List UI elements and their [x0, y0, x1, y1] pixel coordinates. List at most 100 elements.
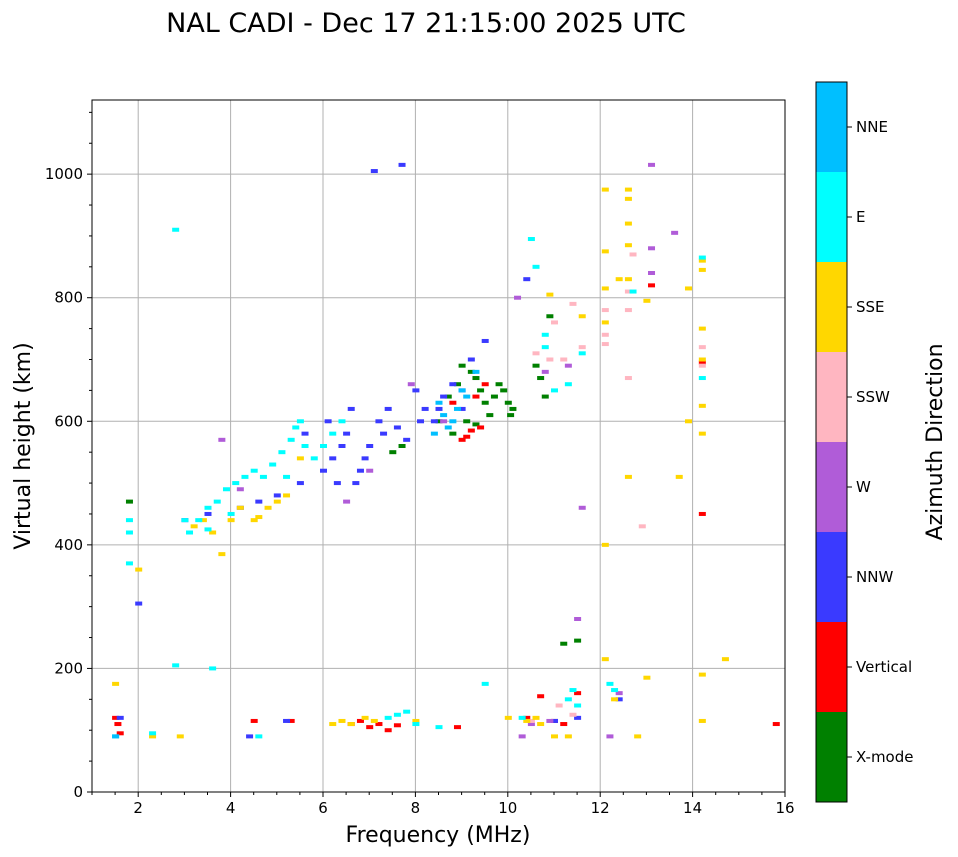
grid	[92, 100, 785, 792]
data-point	[518, 715, 526, 720]
data-point	[125, 499, 133, 504]
data-point	[375, 722, 383, 727]
data-point	[440, 413, 448, 418]
data-point	[648, 246, 656, 251]
data-point	[527, 718, 535, 723]
data-point	[624, 277, 632, 282]
data-point	[209, 530, 217, 535]
data-point	[356, 468, 364, 473]
data-point	[601, 657, 609, 662]
data-point	[361, 456, 369, 461]
data-point	[551, 388, 558, 393]
data-point	[467, 369, 475, 374]
data-point	[366, 444, 374, 448]
colorbar-tick-label: NNW	[856, 568, 893, 586]
data-point	[375, 419, 383, 424]
data-point	[412, 722, 420, 727]
chart-title: NAL CADI - Dec 17 21:15:00 2025 UTC	[166, 8, 686, 39]
data-point	[541, 345, 549, 350]
x-axis-label: Frequency (MHz)	[346, 823, 531, 848]
data-point	[449, 419, 457, 424]
data-point	[578, 345, 586, 350]
data-point	[564, 734, 572, 739]
data-point	[440, 394, 448, 399]
data-point	[435, 400, 443, 405]
data-point	[222, 487, 230, 492]
data-point	[218, 552, 226, 557]
colorbar-tick-label: X-mode	[856, 748, 913, 766]
data-point	[601, 187, 609, 192]
data-point	[601, 249, 609, 254]
data-point	[578, 314, 586, 319]
data-point	[412, 388, 420, 393]
data-point	[638, 524, 646, 529]
data-point	[393, 712, 401, 717]
data-point	[569, 301, 577, 306]
data-point	[560, 357, 568, 362]
data-point	[551, 320, 558, 325]
data-point	[500, 388, 508, 393]
data-point	[125, 518, 133, 523]
data-point	[698, 376, 706, 381]
data-point	[624, 196, 632, 201]
data-point	[546, 314, 554, 319]
data-point	[172, 663, 180, 668]
data-point	[537, 376, 545, 381]
data-point	[255, 734, 263, 739]
data-point	[384, 728, 392, 733]
x-tick-label: 12	[591, 799, 610, 817]
data-point	[380, 431, 388, 436]
data-point	[472, 369, 480, 374]
data-point	[615, 277, 623, 282]
data-point	[458, 363, 466, 368]
data-point	[135, 567, 143, 572]
x-tick-label: 2	[133, 799, 143, 817]
data-point	[495, 382, 503, 387]
data-point	[329, 431, 337, 436]
data-point	[430, 431, 438, 436]
data-point	[507, 413, 515, 418]
y-tick-label: 600	[54, 412, 83, 430]
data-point	[283, 493, 291, 498]
data-point	[125, 530, 133, 535]
data-point	[236, 505, 244, 510]
data-point	[181, 518, 189, 523]
data-point	[114, 722, 122, 727]
data-point	[624, 376, 632, 381]
data-point	[643, 675, 651, 680]
data-point	[389, 450, 397, 455]
data-point	[698, 718, 706, 723]
x-tick-label: 16	[775, 799, 794, 817]
data-point	[698, 360, 706, 365]
data-point	[195, 518, 203, 523]
data-point	[421, 406, 429, 411]
data-point	[296, 481, 304, 486]
colorbar-segment	[816, 262, 847, 352]
data-point	[698, 326, 706, 331]
data-point	[467, 357, 475, 362]
colorbar-label: Azimuth Direction	[923, 343, 948, 540]
data-point	[509, 406, 517, 411]
data-point	[698, 345, 706, 350]
data-point	[629, 252, 637, 257]
data-point	[486, 413, 494, 418]
data-point	[278, 450, 286, 455]
x-tick-label: 14	[683, 799, 702, 817]
data-point	[467, 428, 475, 433]
data-point	[435, 725, 443, 730]
data-point	[463, 419, 471, 424]
data-point	[574, 638, 582, 643]
data-point	[149, 731, 157, 736]
data-point	[523, 277, 531, 282]
data-point	[624, 289, 632, 294]
data-point	[601, 542, 609, 547]
data-point	[398, 162, 406, 167]
y-tick-label: 1000	[45, 165, 83, 183]
data-point	[574, 715, 582, 720]
data-point	[624, 243, 632, 248]
data-point	[684, 286, 692, 291]
data-point	[569, 688, 577, 693]
data-point	[564, 363, 572, 368]
data-point	[606, 681, 614, 686]
